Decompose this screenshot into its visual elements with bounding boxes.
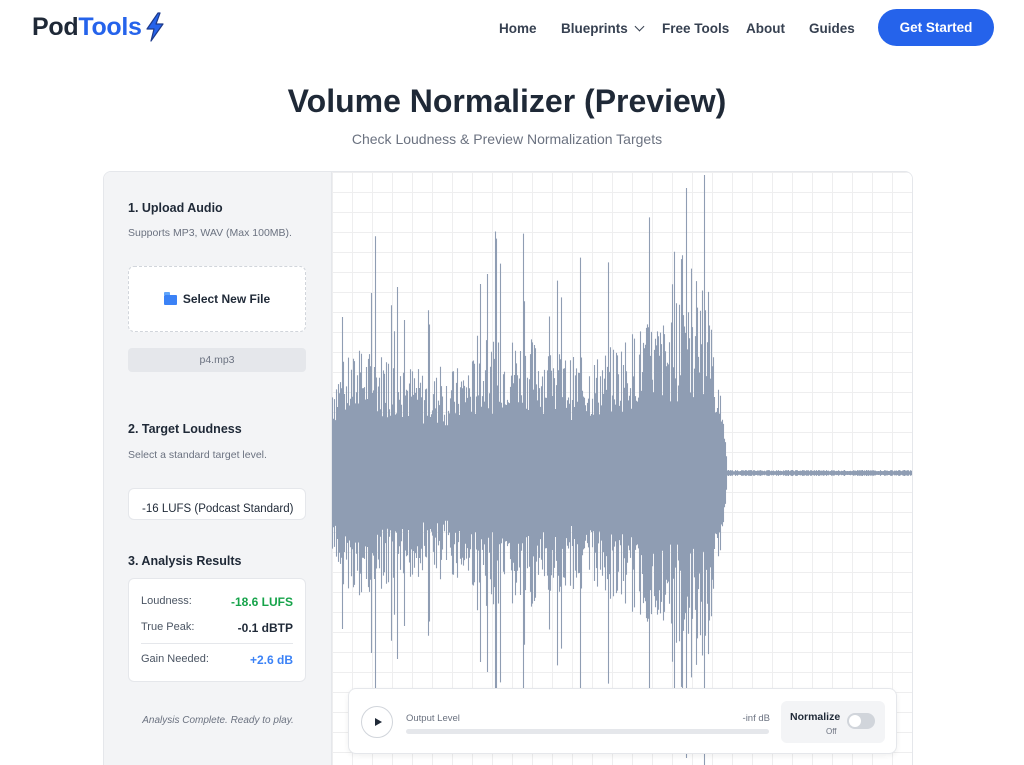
nav-home[interactable]: Home [499, 21, 537, 36]
waveform-graphic [332, 175, 912, 765]
upload-section-desc: Supports MP3, WAV (Max 100MB). [128, 227, 292, 239]
true-peak-value: -0.1 dBTP [237, 621, 293, 635]
analysis-status: Analysis Complete. Ready to play. [142, 715, 294, 726]
upload-section-title: 1. Upload Audio [128, 201, 223, 215]
loudness-label: Loudness: [141, 595, 192, 607]
target-section-desc: Select a standard target level. [128, 449, 267, 461]
true-peak-label: True Peak: [141, 621, 195, 633]
waveform-path [332, 175, 912, 765]
nav-about[interactable]: About [746, 21, 785, 36]
target-loudness-select[interactable]: -16 LUFS (Podcast Standard) [128, 488, 306, 520]
results-section-title: 3. Analysis Results [128, 554, 242, 568]
target-section-title: 2. Target Loudness [128, 422, 242, 436]
gain-needed-value: +2.6 dB [249, 653, 293, 667]
get-started-button[interactable]: Get Started [878, 9, 994, 46]
normalize-state: Off [826, 727, 837, 736]
results-divider [141, 643, 293, 644]
logo-text-tools: Tools [78, 12, 142, 41]
normalizer-card: 1. Upload Audio Supports MP3, WAV (Max 1… [103, 171, 913, 765]
true-peak-row: True Peak: -0.1 dBTP [141, 621, 293, 635]
control-sidebar: 1. Upload Audio Supports MP3, WAV (Max 1… [104, 172, 332, 765]
output-level-value: -inf dB [742, 713, 770, 724]
loudness-row: Loudness: -18.6 LUFS [141, 595, 293, 609]
podtools-logo[interactable]: Pod Tools [32, 12, 166, 42]
page-title: Volume Normalizer (Preview) [287, 83, 727, 119]
nav-free-tools[interactable]: Free Tools [662, 21, 730, 36]
lightning-bolt-icon [146, 12, 164, 42]
gain-needed-label: Gain Needed: [141, 653, 209, 665]
page-subtitle: Check Loudness & Preview Normalization T… [351, 131, 663, 147]
top-navigation-bar: Pod Tools Home Blueprints Free Tools Abo… [0, 0, 1024, 58]
analysis-results-panel: Loudness: -18.6 LUFS True Peak: -0.1 dBT… [128, 578, 306, 682]
nav-blueprints-label: Blueprints [561, 21, 628, 36]
selected-file-name: p4.mp3 [128, 348, 306, 372]
output-level-label: Output Level [406, 713, 460, 724]
select-file-button[interactable]: Select New File [128, 266, 306, 332]
normalize-control: Normalize Off [781, 701, 885, 743]
nav-blueprints-dropdown[interactable]: Blueprints [561, 21, 645, 36]
chevron-down-icon [634, 21, 645, 32]
target-loudness-value: -16 LUFS (Podcast Standard) [142, 503, 294, 515]
waveform-display[interactable] [332, 172, 912, 765]
playback-bar: Output Level -inf dB Normalize Off [348, 688, 897, 754]
folder-icon [163, 292, 177, 305]
normalize-toggle[interactable] [847, 713, 875, 729]
select-file-label: Select New File [182, 292, 271, 306]
logo-text-pod: Pod [32, 12, 79, 41]
output-level-meter [406, 729, 769, 734]
gain-needed-row: Gain Needed: +2.6 dB [141, 653, 293, 667]
play-button[interactable] [361, 706, 393, 738]
loudness-value: -18.6 LUFS [230, 595, 293, 609]
nav-guides[interactable]: Guides [809, 21, 855, 36]
normalize-label: Normalize [790, 711, 841, 723]
